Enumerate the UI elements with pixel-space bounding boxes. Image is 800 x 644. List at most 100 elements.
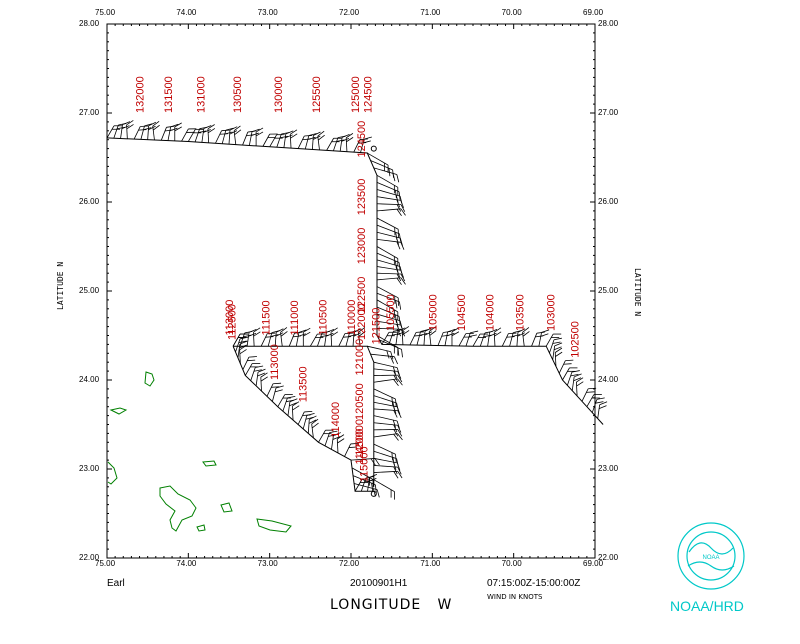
x-tick-label-top: 70.00 — [502, 8, 522, 17]
wind-barb-flag — [398, 411, 402, 418]
wind-barb-flag — [273, 383, 281, 384]
wind-barb-staff — [346, 138, 347, 152]
wind-barb-flag — [372, 483, 373, 491]
y-tick-label-left: 27.00 — [79, 108, 99, 117]
y-tick-label-right: 27.00 — [598, 108, 618, 117]
wind-barb-flag — [261, 377, 268, 381]
height-label: 111000 — [289, 300, 301, 335]
wind-barb-staff — [256, 372, 258, 386]
wind-units-note: WIND IN KNOTS — [487, 593, 542, 601]
y-tick-label-left: 26.00 — [79, 197, 99, 206]
wind-barb-flag — [555, 352, 562, 356]
wind-barb-flag — [564, 364, 572, 365]
wind-barb-staff — [222, 130, 226, 144]
logo-wave — [688, 562, 734, 570]
wind-barb-staff — [168, 127, 171, 141]
wind-barb-staff — [277, 134, 282, 147]
y-tick-label-right: 25.00 — [598, 286, 618, 295]
wind-barb-flag — [470, 331, 478, 333]
wind-barb-staff — [572, 377, 574, 391]
wind-barb-flag — [397, 209, 402, 216]
wind-barb-flag — [401, 209, 406, 216]
wind-barb-staff — [107, 126, 114, 138]
wind-barb-staff — [141, 126, 145, 140]
logo-bird — [689, 543, 733, 554]
wind-barb-flag — [469, 335, 477, 337]
wind-barb-flag — [149, 122, 156, 126]
x-tick-label-top: 73.00 — [258, 8, 278, 17]
height-label: 123000 — [356, 228, 368, 265]
wind-barb-flag — [397, 278, 402, 285]
height-label: 125500 — [311, 76, 323, 113]
wind-barb-flag — [508, 333, 516, 334]
wind-barb-staff — [148, 126, 149, 140]
wind-barb-staff — [598, 405, 600, 419]
wind-barb-flag — [377, 490, 379, 498]
island-outline — [111, 408, 126, 414]
wind-barb-flag — [304, 411, 312, 412]
island-outline — [108, 462, 117, 484]
wind-barb-flag — [401, 242, 404, 249]
y-tick-label-right: 23.00 — [598, 464, 618, 473]
wind-barb-flag — [312, 423, 318, 428]
height-label: 104000 — [484, 294, 496, 331]
wind-barb-flag — [554, 338, 562, 340]
wind-barb-staff — [284, 134, 286, 148]
x-tick-label-bottom: 73.00 — [258, 559, 278, 568]
wind-barb-staff — [339, 334, 345, 347]
wind-barb-flag — [395, 190, 396, 198]
agency-label: NOAA/HRD — [670, 598, 744, 614]
wind-barb-staff — [466, 333, 470, 346]
wind-barb-staff — [517, 332, 518, 346]
wind-barb-staff — [532, 333, 537, 346]
island-outline — [160, 486, 196, 531]
wind-barb-staff — [127, 125, 128, 139]
wind-barb-staff — [327, 138, 334, 150]
flight-id: 20100901H1 — [350, 578, 407, 589]
wind-barb-staff — [202, 129, 204, 143]
wind-barb-staff — [305, 136, 309, 150]
wind-barb-staff — [261, 377, 262, 391]
wind-barb-staff — [389, 331, 394, 344]
wind-barb-flag — [343, 337, 351, 338]
wind-barb-flag — [249, 357, 257, 358]
wind-barb-flag — [153, 125, 159, 130]
wind-barb-flag — [394, 434, 399, 440]
wind-barb-staff — [249, 132, 252, 146]
wind-barb-flag — [537, 332, 545, 333]
wind-barb-staff — [121, 125, 123, 139]
wind-barb-staff — [310, 334, 317, 346]
wind-barb-staff — [549, 340, 554, 353]
wind-barb-flag — [240, 349, 247, 353]
y-tick-label-right: 26.00 — [598, 197, 618, 206]
y-axis-title-right: LATITUDE N — [633, 268, 642, 316]
wind-barb-staff — [290, 134, 291, 148]
height-label: 105000 — [427, 294, 439, 331]
wind-barb-staff — [587, 395, 594, 407]
wind-barb-staff — [243, 132, 248, 145]
wind-barb-staff — [344, 444, 350, 457]
height-label: 113000 — [269, 344, 281, 380]
height-label: 111500 — [261, 300, 273, 335]
wind-barb-flag — [208, 128, 215, 132]
wind-barb-flag — [414, 335, 422, 336]
height-label: 113500 — [297, 366, 309, 402]
wind-barb-staff — [234, 131, 236, 145]
y-tick-label-left: 28.00 — [79, 19, 99, 28]
wind-barb-flag — [371, 459, 375, 466]
wind-barb-flag — [507, 337, 515, 338]
height-label: 114000 — [330, 402, 342, 438]
wind-barb-staff — [298, 412, 304, 425]
wind-barb-flag — [234, 126, 240, 131]
x-tick-label-bottom: 74.00 — [176, 559, 196, 568]
height-label: 121500 — [371, 308, 383, 345]
wind-barb-flag — [318, 135, 324, 140]
wind-barb-staff — [553, 346, 555, 360]
wind-barb-staff — [510, 333, 514, 347]
wind-barb-staff — [195, 129, 200, 142]
wind-barb-flag — [392, 453, 393, 461]
island-outline — [257, 519, 291, 532]
x-tick-label-top: 74.00 — [176, 8, 196, 17]
wind-barb-staff — [292, 406, 293, 420]
y-tick-label-left: 22.00 — [79, 553, 99, 562]
